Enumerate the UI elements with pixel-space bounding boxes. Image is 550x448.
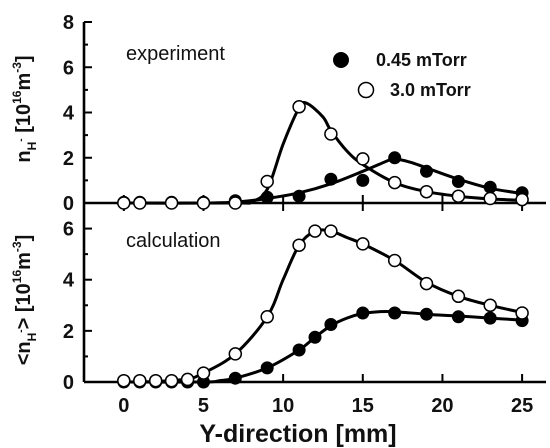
top-point-3.0-mtorr-5	[260, 174, 274, 189]
top-point-3.0-mtorr-3	[196, 196, 211, 210]
top-curve-3.0-mtorr	[119, 100, 524, 205]
x-axis-title: Y-direction [mm]	[199, 420, 396, 448]
bottom-point-3.0-mtorr-16	[515, 306, 529, 320]
top-point-0.45-mtorr-5	[260, 190, 274, 204]
bottom-point-3.0-mtorr-8	[292, 238, 306, 252]
bottom-point-3.0-mtorr-5	[196, 366, 211, 380]
bottom-point-3.0-mtorr-6	[228, 347, 243, 361]
legend: 0.45 mTorr 3.0 mTorr	[333, 50, 471, 100]
top-y-tick-label-4: 4	[63, 103, 75, 125]
top-point-0.45-mtorr-12	[483, 180, 497, 194]
bottom-curve-3.0-mtorr	[119, 228, 524, 384]
top-point-0.45-mtorr-6	[292, 189, 306, 203]
top-point-3.0-mtorr-1	[133, 196, 147, 210]
top-y-tick-label-6: 6	[63, 57, 74, 79]
top-point-3.0-mtorr-12	[483, 191, 497, 206]
bottom-y-tick-label-0: 0	[63, 372, 74, 394]
bottom-y-tick-label-6: 6	[63, 219, 74, 241]
bottom-point-3.0-mtorr-1	[133, 373, 147, 388]
top-point-3.0-mtorr-4	[228, 196, 243, 210]
bottom-point-3.0-mtorr-14	[451, 289, 466, 304]
x-tick-label-10: 10	[272, 395, 294, 417]
x-tick-label-15: 15	[352, 395, 374, 417]
bottom-point-0.45-mtorr-12	[388, 306, 402, 320]
legend-label-0.45-mtorr: 0.45 mTorr	[376, 50, 467, 70]
bottom-y-tick-label-2: 2	[63, 321, 74, 343]
bottom-point-3.0-mtorr-9	[308, 224, 322, 238]
bottom-point-0.45-mtorr-8	[292, 343, 306, 357]
bottom-point-0.45-mtorr-11	[356, 306, 370, 320]
bottom-point-0.45-mtorr-14	[451, 310, 465, 324]
top-point-3.0-mtorr-8	[356, 152, 370, 166]
bottom-point-3.0-mtorr-7	[260, 310, 274, 324]
legend-marker-filled	[333, 52, 349, 68]
bottom-y-axis-title: <nH-> [1016m-3]	[10, 235, 39, 366]
x-tick-label-5: 5	[198, 395, 209, 417]
bottom-point-3.0-mtorr-4	[180, 372, 195, 387]
top-point-0.45-mtorr-10	[420, 164, 433, 178]
annotations: experiment calculation	[126, 43, 225, 252]
top-point-0.45-mtorr-9	[388, 151, 402, 165]
tick-labels: 0 2 4 6 8 0 2 4 6 0 5 10 15 20 25	[63, 12, 533, 417]
top-y-tick-label-0: 0	[63, 193, 74, 215]
top-point-0.45-mtorr-8	[356, 173, 370, 187]
top-y-tick-label-8: 8	[63, 12, 74, 34]
bottom-point-0.45-mtorr-10	[324, 318, 338, 331]
x-tick-label-25: 25	[511, 395, 533, 417]
bottom-point-3.0-mtorr-10	[324, 224, 338, 238]
bottom-point-0.45-mtorr-13	[420, 307, 433, 321]
top-point-3.0-mtorr-10	[419, 184, 434, 199]
bottom-point-3.0-mtorr-3	[164, 373, 179, 388]
x-tick-label-20: 20	[431, 395, 453, 417]
bottom-point-3.0-mtorr-15	[483, 298, 497, 313]
top-point-3.0-mtorr-7	[324, 127, 338, 141]
axis-titles: Y-direction [mm] nH- [1016m-3] <nH-> [10…	[10, 55, 397, 448]
top-panel-annotation: experiment	[126, 43, 225, 65]
top-point-0.45-mtorr-11	[451, 175, 465, 188]
bottom-point-0.45-mtorr-15	[483, 311, 497, 325]
bottom-point-3.0-mtorr-11	[356, 237, 370, 251]
legend-marker-open	[357, 81, 375, 99]
top-y-axis-title: nH- [1016m-3]	[10, 55, 39, 162]
bottom-point-3.0-mtorr-2	[148, 373, 163, 388]
legend-label-3.0-mtorr: 3.0 mTorr	[390, 80, 471, 100]
bottom-point-0.45-mtorr-9	[308, 330, 322, 344]
top-point-3.0-mtorr-9	[387, 175, 402, 190]
top-point-3.0-mtorr-2	[164, 196, 179, 210]
top-point-3.0-mtorr-0	[117, 196, 131, 210]
data-markers	[117, 100, 529, 389]
bottom-point-3.0-mtorr-13	[419, 276, 434, 291]
top-point-3.0-mtorr-13	[515, 192, 529, 207]
bottom-point-0.45-mtorr-6	[228, 371, 242, 385]
bottom-y-tick-label-4: 4	[63, 270, 75, 292]
top-point-3.0-mtorr-6	[292, 100, 306, 114]
bottom-panel-annotation: calculation	[126, 230, 221, 252]
bottom-point-3.0-mtorr-12	[387, 253, 402, 268]
top-point-0.45-mtorr-7	[324, 172, 338, 186]
top-point-3.0-mtorr-11	[451, 189, 466, 203]
bottom-point-3.0-mtorr-0	[117, 373, 131, 388]
bottom-point-0.45-mtorr-7	[260, 361, 274, 375]
x-tick-label-0: 0	[118, 395, 129, 417]
top-y-tick-label-2: 2	[63, 148, 74, 170]
